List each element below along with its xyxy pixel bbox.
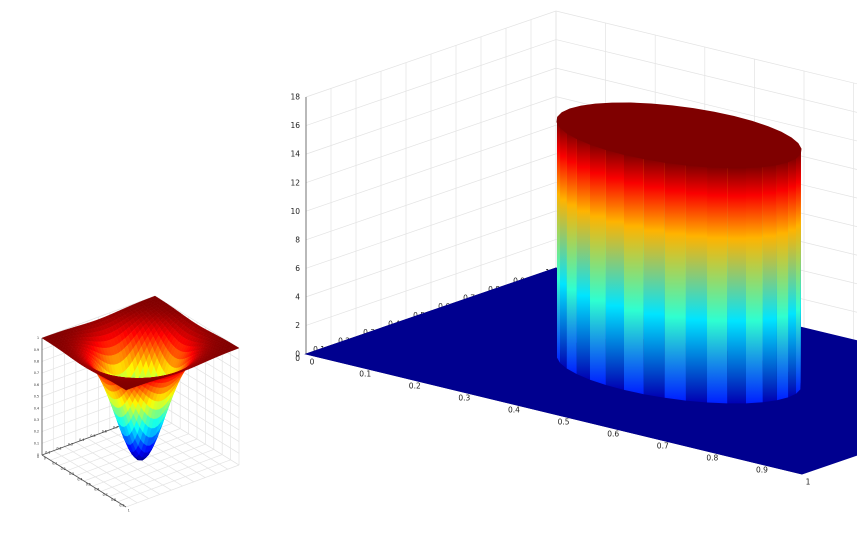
x-tick-label: 0 bbox=[44, 456, 46, 460]
small-surface-plot: 00.10.20.30.40.50.60.70.80.9100.10.20.30… bbox=[34, 295, 240, 512]
y-tick-label: 0.4 bbox=[79, 438, 84, 442]
x-tick-label: 0.4 bbox=[77, 477, 82, 481]
y-tick-label: 0 bbox=[37, 455, 39, 459]
z-tick-label: 12 bbox=[290, 178, 300, 187]
z-tick-label: 0.7 bbox=[34, 371, 39, 375]
cylinder-face bbox=[576, 138, 590, 380]
grid-line bbox=[305, 181, 857, 269]
cylinder-face bbox=[746, 166, 763, 404]
z-tick-label: 0.3 bbox=[34, 418, 39, 422]
cylinder-face bbox=[788, 158, 797, 398]
grid-line bbox=[75, 433, 189, 477]
cylinder-face bbox=[800, 148, 802, 390]
x-tick-label: 0.7 bbox=[103, 493, 108, 497]
z-tick-label: 0.5 bbox=[34, 395, 39, 399]
x-tick-label: 0.5 bbox=[558, 418, 570, 427]
y-tick-label: 0.1 bbox=[45, 451, 50, 455]
x-tick-label: 0.2 bbox=[61, 467, 66, 471]
x-tick-label: 0.3 bbox=[69, 472, 74, 476]
x-tick-label: 0.8 bbox=[111, 498, 116, 502]
x-tick-label: 0.9 bbox=[119, 503, 124, 507]
x-tick-label: 0 bbox=[310, 358, 315, 367]
cylinder-face bbox=[556, 122, 561, 363]
x-tick-label: 1 bbox=[128, 508, 130, 512]
grid-line bbox=[305, 10, 857, 98]
cylinder-face bbox=[605, 149, 624, 390]
z-tick-label: 0.1 bbox=[34, 441, 39, 445]
z-tick-label: 0.6 bbox=[34, 383, 39, 387]
grid-line bbox=[305, 96, 857, 183]
z-tick-label: 6 bbox=[295, 264, 300, 273]
y-tick-label: 0.2 bbox=[57, 446, 62, 450]
surface-patch bbox=[123, 387, 130, 391]
z-tick-label: 0.9 bbox=[34, 348, 39, 352]
z-tick-label: 10 bbox=[290, 207, 300, 216]
cylinder-face bbox=[727, 167, 747, 404]
x-tick-label: 0.2 bbox=[409, 382, 421, 391]
z-tick-label: 1 bbox=[37, 336, 39, 340]
y-tick-label: 0.3 bbox=[68, 442, 73, 446]
cylinder-face bbox=[643, 158, 665, 398]
x-tick-label: 0.6 bbox=[94, 488, 99, 492]
cylinder-face bbox=[776, 161, 789, 401]
grid-line bbox=[92, 443, 206, 487]
z-tick-label: 0 bbox=[295, 350, 300, 359]
x-tick-label: 0.5 bbox=[86, 482, 91, 486]
cylinder-face bbox=[566, 132, 577, 375]
z-tick-label: 2 bbox=[295, 321, 300, 330]
x-tick-label: 1 bbox=[806, 478, 811, 487]
grid-line bbox=[109, 454, 223, 497]
y-tick-label: 0.6 bbox=[102, 430, 107, 434]
grid-line bbox=[305, 124, 857, 212]
x-axis-line bbox=[41, 454, 127, 508]
large-surface-plot: 02468101214161800.10.20.30.40.50.60.70.8… bbox=[290, 10, 857, 487]
grid-line bbox=[125, 464, 240, 508]
x-tick-label: 0.3 bbox=[458, 394, 470, 403]
grid-line bbox=[305, 239, 857, 326]
grid-line bbox=[305, 210, 857, 298]
cylinder-face bbox=[762, 164, 777, 403]
cylinder-face bbox=[664, 162, 686, 401]
grid-line bbox=[305, 153, 857, 241]
y-tick-label: 0.5 bbox=[90, 434, 95, 438]
y-tick-label: 0.7 bbox=[113, 425, 118, 429]
cylinder-face bbox=[707, 166, 728, 404]
x-tick-label: 0.6 bbox=[607, 430, 619, 439]
y-tick-label: 0 bbox=[295, 354, 300, 363]
z-tick-label: 14 bbox=[290, 150, 300, 159]
z-tick-label: 18 bbox=[290, 93, 300, 102]
grid-line bbox=[67, 428, 181, 471]
z-tick-label: 8 bbox=[295, 235, 300, 244]
grid-line bbox=[305, 39, 857, 126]
cylinder-face bbox=[685, 165, 708, 403]
x-tick-label: 0.7 bbox=[657, 442, 669, 451]
cylinder-top bbox=[556, 102, 802, 169]
x-tick-label: 0.1 bbox=[52, 462, 57, 466]
x-tick-label: 0.4 bbox=[508, 406, 520, 415]
z-tick-label: 0.8 bbox=[34, 360, 39, 364]
cylinder-face bbox=[624, 154, 644, 395]
cylinder-face bbox=[796, 153, 801, 394]
cylinder-face bbox=[589, 144, 606, 386]
grid-line bbox=[100, 449, 214, 492]
grid-line bbox=[117, 459, 231, 503]
x-tick-label: 0.8 bbox=[706, 454, 718, 463]
z-tick-label: 0.4 bbox=[34, 406, 39, 410]
x-tick-label: 0.9 bbox=[756, 466, 768, 475]
z-tick-label: 16 bbox=[290, 121, 300, 130]
z-tick-label: 4 bbox=[295, 293, 300, 302]
z-tick-label: 0 bbox=[37, 453, 39, 457]
cylinder-face bbox=[560, 127, 567, 369]
z-tick-label: 0.2 bbox=[34, 430, 39, 434]
grid-line bbox=[305, 67, 857, 155]
x-tick-label: 0.1 bbox=[359, 370, 371, 379]
